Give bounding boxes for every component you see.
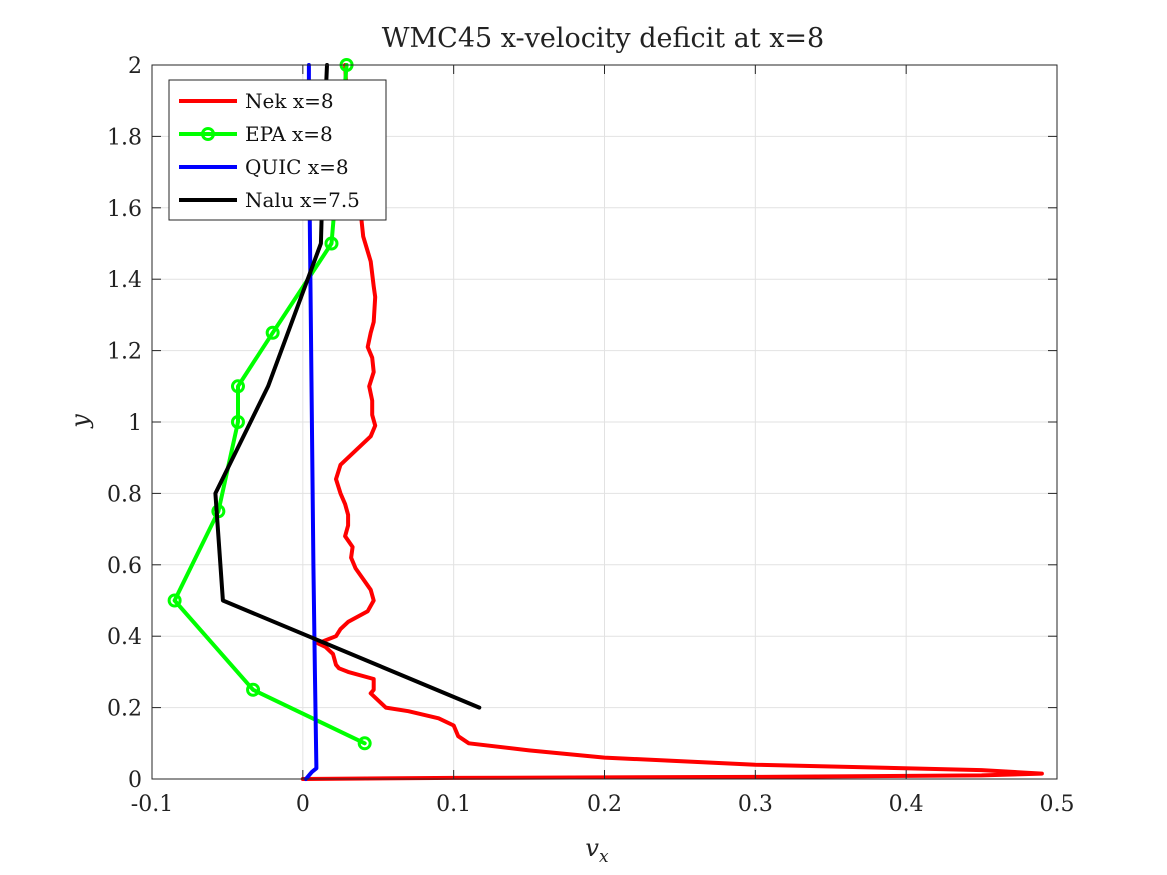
y-tick-label: 0.8	[107, 482, 142, 507]
data-point-epa-x-8	[324, 236, 339, 251]
y-tick-label: 0.4	[107, 625, 142, 650]
legend-label-nek-x-8: Nek x=8	[245, 89, 334, 113]
series-line-nek-x-8	[300, 63, 1044, 781]
y-tick-label: 1.6	[107, 197, 142, 222]
y-tick-label: 1.4	[107, 268, 142, 293]
x-tick-label: 0.2	[587, 792, 622, 817]
legend: Nek x=8 EPA x=8 QUIC x=8 Nalu x=7.5	[168, 79, 387, 221]
data-point-epa-x-8	[230, 379, 245, 394]
x-tick-label: 0.4	[889, 792, 924, 817]
axes: -0.1 0 0.1 0.2 0.3 0.4 0.500.20.40.60.811.21.4…	[107, 54, 1075, 817]
x-tick-label: 0.5	[1040, 792, 1075, 817]
y-tick-label: 2	[128, 54, 142, 79]
x-axis-label: vx	[585, 834, 609, 867]
y-tick-label: 1.2	[107, 340, 142, 365]
legend-label-epa-x-8: EPA x=8	[245, 122, 333, 146]
x-tick-label: 0.3	[738, 792, 773, 817]
x-tick-label: -0.1	[131, 792, 173, 817]
y-tick-label: 0.6	[107, 554, 142, 579]
x-tick-label: 0.1	[436, 792, 471, 817]
data-point-epa-x-8	[230, 415, 245, 429]
legend-label-nalu-x-7-5: Nalu x=7.5	[245, 188, 360, 212]
x-axis-label-subscript: x	[599, 847, 609, 867]
x-tick-label: 0	[296, 792, 310, 817]
y-tick-label: 0	[128, 768, 142, 793]
data-point-epa-x-8	[167, 593, 182, 608]
data-point-epa-x-8	[265, 325, 280, 340]
y-axis-label: y	[66, 414, 94, 429]
y-tick-label: 1	[128, 411, 142, 436]
data-point-epa-x-8	[357, 736, 372, 751]
legend-box	[168, 79, 387, 221]
x-axis-label-main: v	[585, 834, 599, 862]
plot-area-frame	[151, 64, 1058, 780]
y-tick-label: 1.8	[107, 125, 142, 150]
legend-marker-epa-x-8	[201, 127, 215, 141]
y-tick-label: 0.2	[107, 697, 142, 722]
legend-label-quic-x-8: QUIC x=8	[245, 155, 349, 179]
data-point-epa-x-8	[246, 682, 261, 697]
chart-title: WMC45 x-velocity deficit at x=8	[382, 23, 824, 54]
